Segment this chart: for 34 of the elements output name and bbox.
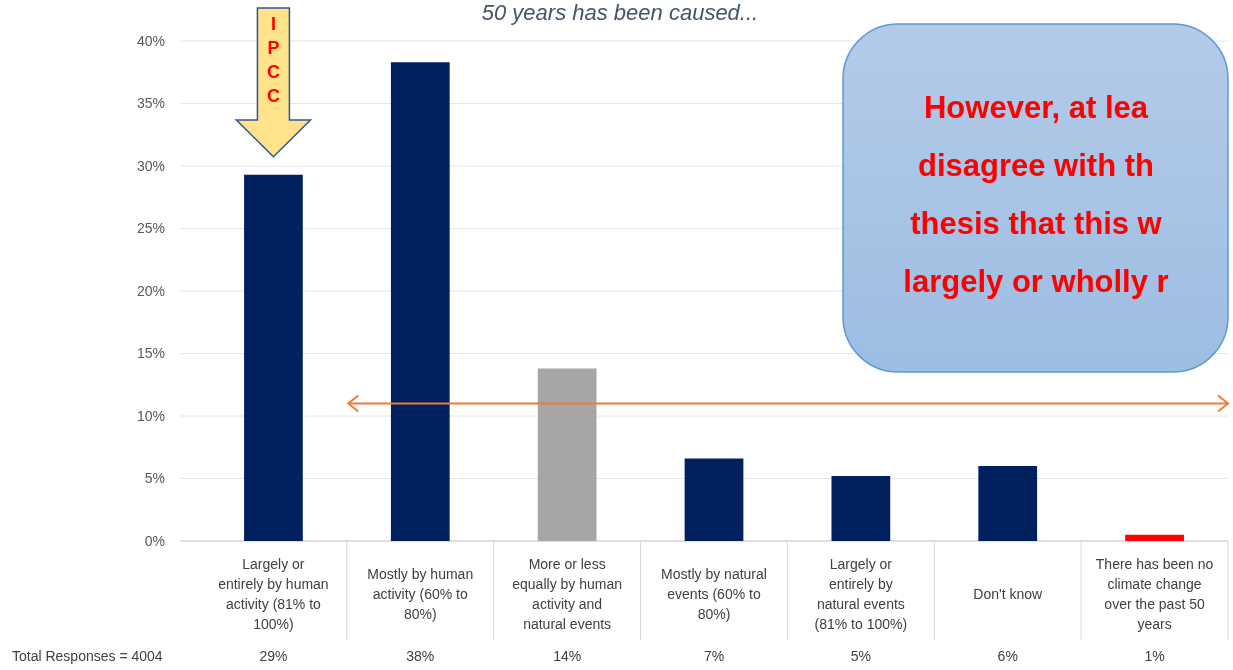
x-tick-label: Mostly by natural events (60% to 80%) [661, 565, 767, 622]
bar [244, 174, 303, 541]
data-label: 29% [259, 648, 288, 664]
annotation: However, at lea disagree with th thesis that this w largely or wholly r [903, 90, 1169, 299]
y-tick-label: 5% [144, 470, 165, 487]
x-tick-label: Don't know [973, 585, 1044, 602]
x-tick-label: Largely or entirely by natural events (81% to 100%) [814, 555, 908, 632]
bar [537, 368, 597, 541]
y-tick-label: 25% [136, 220, 165, 237]
bar [390, 62, 450, 541]
x-tick-label: There has been no climate change over the past 50 years [1095, 555, 1214, 632]
annotation: IPCC [266, 14, 280, 106]
y-tick-label: 35% [136, 95, 165, 112]
bar [978, 466, 1038, 541]
y-tick-label: 30% [136, 157, 165, 174]
data-label: 14% [553, 648, 582, 664]
bar [831, 476, 891, 541]
y-tick-label: 10% [136, 407, 165, 424]
x-tick-label: More or less equally by human activity and natural events [512, 555, 623, 632]
bar [684, 458, 744, 541]
x-tick-label: Mostly by human activity (60% to 80%) [367, 565, 474, 622]
x-tick-label: Largely or entirely by human activity (81% to 100%) [218, 555, 329, 632]
bar [1125, 534, 1184, 541]
y-tick-label: 0% [144, 532, 165, 549]
text: Total Responses = 4004 [12, 648, 163, 664]
chart-title: 50 years has been caused... [481, 0, 759, 25]
data-label: 38% [406, 648, 435, 664]
data-label: 1% [1144, 648, 1165, 664]
data-label: 7% [703, 648, 725, 664]
data-label: 6% [997, 648, 1018, 664]
data-label: 5% [850, 648, 871, 664]
y-tick-label: 40% [136, 32, 165, 49]
y-tick-label: 20% [136, 282, 165, 299]
y-tick-label: 15% [136, 345, 165, 362]
